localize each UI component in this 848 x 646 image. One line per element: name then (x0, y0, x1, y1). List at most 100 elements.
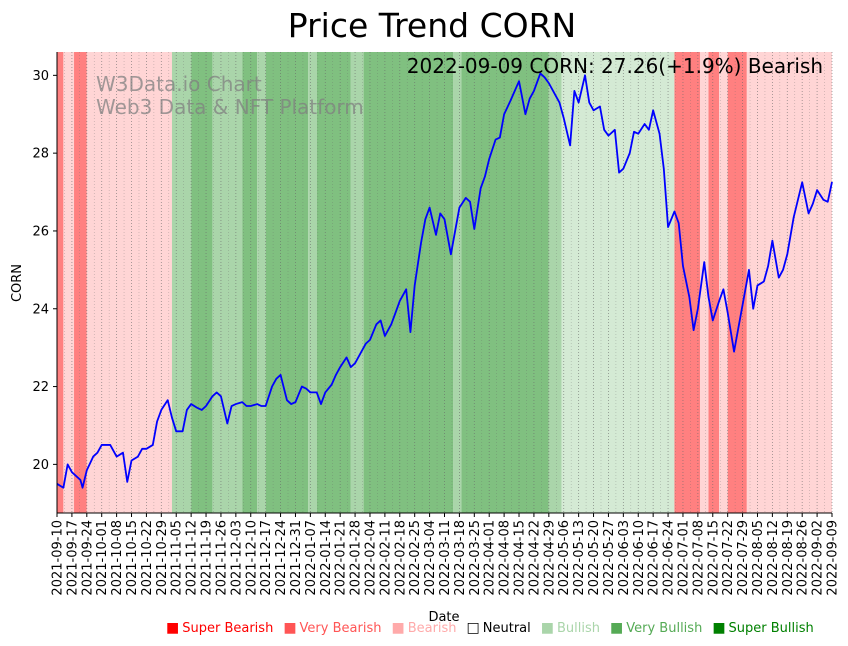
region-bullish (212, 52, 243, 513)
x-tick-label: 2021-12-31 (289, 520, 304, 596)
y-tick-label: 24 (32, 302, 49, 317)
legend-swatch: □ (466, 620, 480, 636)
y-tick-label: 26 (32, 224, 49, 239)
latest-price-annotation: 2022-09-09 CORN: 27.26(+1.9%) Bearish (407, 54, 823, 78)
x-tick-label: 2022-07-29 (736, 520, 751, 596)
legend-swatch: ■ (283, 620, 297, 636)
x-tick-label: 2022-05-06 (557, 520, 572, 596)
region-bearish (746, 52, 832, 513)
region-very-bearish (708, 52, 720, 513)
legend-item: ■ Bullish (541, 620, 600, 636)
x-tick-label: 2021-09-10 (51, 520, 66, 596)
x-tick-label: 2022-04-22 (527, 520, 542, 596)
x-tick-label: 2022-01-14 (319, 520, 334, 596)
x-tick-label: 2022-06-10 (632, 520, 647, 596)
region-very-bullish (316, 52, 351, 513)
x-tick-label: 2022-05-13 (572, 520, 587, 596)
legend-swatch: ■ (540, 620, 554, 636)
legend-label: Super Bullish (728, 620, 814, 636)
x-tick-label: 2021-10-15 (125, 520, 140, 596)
x-tick-label: 2021-11-12 (185, 520, 200, 596)
x-tick-label: 2021-11-05 (170, 520, 185, 596)
legend-label: Bearish (407, 620, 457, 636)
x-tick-label: 2022-03-11 (438, 520, 453, 596)
region-bearish (699, 52, 709, 513)
x-tick-label: 2022-07-22 (721, 520, 736, 596)
x-tick-label: 2021-10-29 (155, 520, 170, 596)
region-bullish (548, 52, 562, 513)
x-tick-label: 2021-12-03 (229, 520, 244, 596)
region-very-bullish (191, 52, 213, 513)
region-very-bearish (727, 52, 747, 513)
y-tick-label: 22 (32, 380, 49, 395)
region-very-bullish (363, 52, 454, 513)
legend-item: ■ Very Bullish (610, 620, 702, 636)
x-tick-label: 2022-01-28 (349, 520, 364, 596)
x-tick-label: 2021-09-17 (65, 520, 80, 596)
legend-label: Super Bearish (182, 620, 274, 636)
watermark-line-2: Web3 Data & NFT Platform (96, 95, 364, 119)
y-ticks: 20 22 24 26 28 30 (32, 69, 57, 473)
x-tick-label: 2022-03-25 (468, 520, 483, 596)
x-tick-label: 2022-05-20 (587, 520, 602, 596)
region-neutral-bullish (561, 52, 675, 513)
x-tick-label: 2021-12-17 (259, 520, 274, 596)
x-tick-label: 2022-06-03 (617, 520, 632, 596)
x-tick-label: 2021-09-24 (80, 520, 95, 596)
price-series (56, 72, 833, 489)
x-tick-label: 2022-08-12 (766, 520, 781, 596)
legend-label: Very Bullish (626, 620, 703, 636)
x-tick-label: 2022-06-17 (647, 520, 662, 596)
y-tick-label: 30 (32, 69, 49, 84)
region-very-bullish (265, 52, 309, 513)
y-tick-label: 28 (32, 147, 49, 162)
legend-label: Neutral (482, 620, 531, 636)
chart-title: Price Trend CORN (288, 6, 576, 45)
region-bullish (257, 52, 266, 513)
x-tick-label: 2022-04-15 (513, 520, 528, 596)
x-tick-label: 2022-04-01 (483, 520, 498, 596)
legend-item: ■ Super Bearish (166, 620, 273, 636)
region-bearish (86, 52, 172, 513)
x-tick-label: 2021-12-24 (274, 520, 289, 596)
x-tick-label: 2021-10-01 (95, 520, 110, 596)
date-gridlines (56, 52, 833, 513)
x-tick-label: 2021-11-19 (200, 520, 215, 596)
x-tick-label: 2022-05-27 (602, 520, 617, 596)
legend-label: Bullish (557, 620, 601, 636)
region-very-bullish (242, 52, 258, 513)
x-tick-label: 2022-07-01 (676, 520, 691, 596)
legend-swatch: ■ (166, 620, 180, 636)
x-tick-label: 2022-02-18 (393, 520, 408, 596)
watermark: W3Data.io Chart Web3 Data & NFT Platform (96, 72, 364, 119)
legend-item: □ Neutral (467, 620, 531, 636)
legend-swatch: ■ (610, 620, 624, 636)
x-tick-label: 2022-02-25 (408, 520, 423, 596)
legend: ■ Super Bearish ■ Very Bearish ■ Bearish □ Neut… (166, 620, 824, 636)
region-very-bearish (74, 52, 87, 513)
x-tick-label: 2022-08-19 (781, 520, 796, 596)
x-tick-label: 2022-07-08 (691, 520, 706, 596)
x-tick-label: 2022-09-09 (826, 520, 841, 596)
region-bullish (453, 52, 462, 513)
x-tick-label: 2022-08-26 (796, 520, 811, 596)
legend-item: ■ Very Bearish (283, 620, 381, 636)
legend-swatch: ■ (391, 620, 405, 636)
watermark-line-1: W3Data.io Chart (96, 72, 262, 96)
x-tick-label: 2022-04-08 (498, 520, 513, 596)
x-tick-label: 2022-04-29 (542, 520, 557, 596)
y-tick-label: 20 (32, 458, 49, 473)
x-tick-label: 2022-03-18 (453, 520, 468, 596)
x-tick-label: 2021-12-10 (244, 520, 259, 596)
x-tick-label: 2021-11-26 (214, 520, 229, 596)
region-bullish (308, 52, 317, 513)
region-bearish (63, 52, 75, 513)
region-bearish (719, 52, 728, 513)
y-axis-label: CORN (10, 264, 25, 302)
x-tick-label: 2022-06-24 (662, 520, 677, 596)
series-line-corn (56, 72, 833, 489)
x-tick-label: 2022-01-21 (334, 520, 349, 596)
legend-label: Very Bearish (299, 620, 382, 636)
x-tick-label: 2021-10-08 (110, 520, 125, 596)
